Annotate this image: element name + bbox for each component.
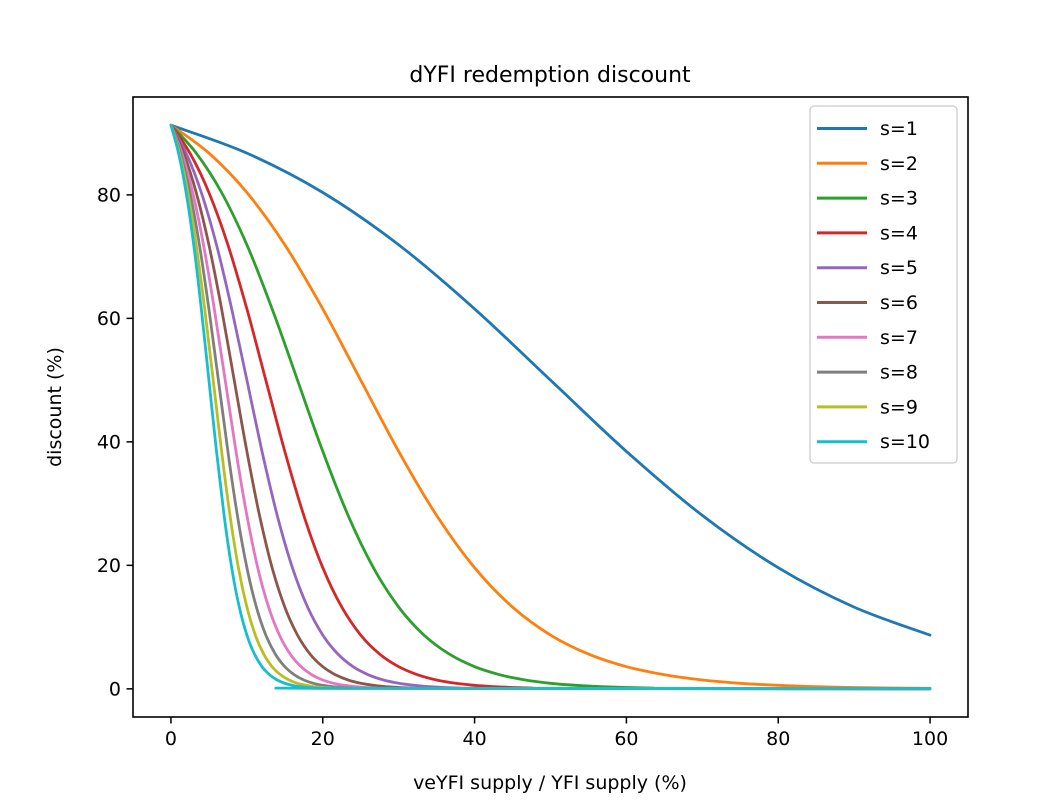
curve-s=2 (169, 123, 932, 690)
y-tick-label: 60 (97, 308, 121, 330)
legend-label: s=10 (880, 431, 930, 453)
chart-title: dYFI redemption discount (409, 63, 691, 88)
y-tick-label: 40 (97, 431, 121, 453)
legend-label: s=9 (880, 396, 918, 418)
curves-layer (169, 123, 932, 691)
curve-s=10 (169, 123, 932, 691)
legend-label: s=2 (880, 153, 918, 175)
y-tick-label: 0 (109, 678, 121, 700)
x-tick-label: 0 (165, 728, 177, 750)
x-axis-label: veYFI supply / YFI supply (%) (413, 772, 687, 794)
x-tick-label: 20 (311, 728, 335, 750)
x-tick-label: 40 (462, 728, 486, 750)
legend-label: s=3 (880, 188, 918, 210)
legend-label: s=4 (880, 222, 918, 244)
legend-label: s=1 (880, 118, 918, 140)
x-tick-label: 100 (912, 728, 948, 750)
y-tick-label: 20 (97, 555, 121, 577)
legend-label: s=8 (880, 362, 918, 384)
legend: s=1 s=2 s=3 s=4 s=5 s=6 s=7 s=8 s=9 s=10 (809, 105, 958, 464)
curve-s=1 (169, 123, 932, 637)
y-axis-label: discount (%) (44, 347, 66, 467)
y-tick-label: 80 (97, 184, 121, 206)
axes-layer: 0 20 40 60 80 100 0 20 40 60 80 (97, 96, 969, 750)
x-tick-label: 80 (766, 728, 790, 750)
legend-label: s=5 (880, 257, 918, 279)
axes-frame (132, 96, 969, 718)
legend-label: s=6 (880, 292, 918, 314)
legend-label: s=7 (880, 327, 918, 349)
x-tick-label: 60 (614, 728, 638, 750)
legend-box (809, 105, 958, 464)
